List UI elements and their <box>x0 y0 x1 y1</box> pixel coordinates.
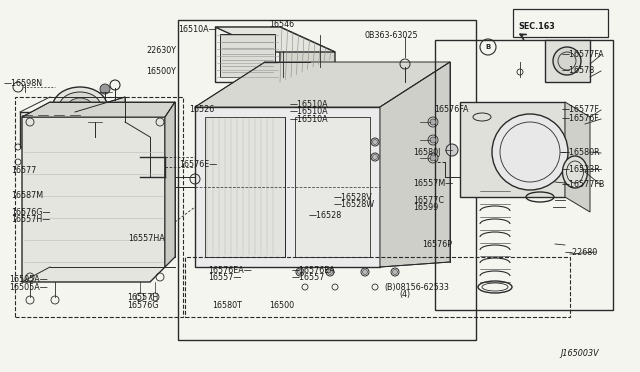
Text: 16510A—: 16510A— <box>178 25 216 34</box>
Circle shape <box>362 269 367 275</box>
Bar <box>15 97 183 317</box>
Circle shape <box>430 155 436 161</box>
Text: 16577C: 16577C <box>413 196 444 205</box>
Text: —16557: —16557 <box>291 273 324 282</box>
Polygon shape <box>565 102 590 212</box>
Text: —22680: —22680 <box>564 248 598 257</box>
Text: SEC.163: SEC.163 <box>518 22 555 31</box>
Polygon shape <box>165 102 175 267</box>
Bar <box>545 40 590 82</box>
Text: 16576EA—: 16576EA— <box>208 266 252 275</box>
Polygon shape <box>205 117 285 257</box>
Text: 16577: 16577 <box>12 166 37 175</box>
Text: 16500: 16500 <box>269 301 294 310</box>
Ellipse shape <box>52 87 108 127</box>
Text: J165003V: J165003V <box>560 349 598 358</box>
Text: 16580J: 16580J <box>413 148 440 157</box>
Circle shape <box>328 269 333 275</box>
Text: —16580R: —16580R <box>562 148 600 157</box>
Polygon shape <box>380 62 450 267</box>
Text: 16557H: 16557H <box>127 293 158 302</box>
Circle shape <box>446 144 458 156</box>
Circle shape <box>553 47 581 75</box>
Text: 16546: 16546 <box>269 20 294 29</box>
Polygon shape <box>280 27 335 107</box>
Circle shape <box>430 137 436 143</box>
Text: —16528: —16528 <box>308 211 342 219</box>
Bar <box>435 40 613 310</box>
Text: —16577FB: —16577FB <box>562 180 605 189</box>
Text: 16576G: 16576G <box>127 301 158 310</box>
Text: 0B363-63025: 0B363-63025 <box>365 31 419 40</box>
Circle shape <box>372 154 378 160</box>
Text: 16557H—: 16557H— <box>12 215 51 224</box>
Bar <box>513 9 608 37</box>
Polygon shape <box>460 102 565 197</box>
Ellipse shape <box>59 92 101 122</box>
Polygon shape <box>215 27 335 52</box>
Text: —16577FA: —16577FA <box>562 50 605 59</box>
Ellipse shape <box>67 98 93 116</box>
Text: —16510A: —16510A <box>289 115 328 124</box>
Text: —16576F: —16576F <box>562 114 600 123</box>
Circle shape <box>430 119 436 125</box>
Circle shape <box>392 269 397 275</box>
Polygon shape <box>20 112 140 177</box>
Text: 16587M: 16587M <box>12 191 44 200</box>
Text: —16577F: —16577F <box>562 105 600 114</box>
Polygon shape <box>87 110 103 122</box>
Ellipse shape <box>563 156 588 188</box>
Text: 16500Y: 16500Y <box>146 67 176 76</box>
Text: 16557HA: 16557HA <box>128 234 164 243</box>
Text: 16557—: 16557— <box>208 273 241 282</box>
Circle shape <box>372 140 378 144</box>
Text: 16505A—: 16505A— <box>10 275 49 284</box>
Circle shape <box>298 269 303 275</box>
Text: (B)08156-62533: (B)08156-62533 <box>384 283 449 292</box>
Text: 16576G—: 16576G— <box>12 208 51 217</box>
Text: 16505A—: 16505A— <box>10 283 49 292</box>
Text: 16576P: 16576P <box>422 240 452 249</box>
Text: 16576E—: 16576E— <box>179 160 218 169</box>
Text: —16528W: —16528W <box>334 200 375 209</box>
Circle shape <box>100 84 110 94</box>
Polygon shape <box>195 62 450 107</box>
Polygon shape <box>22 102 175 117</box>
Bar <box>178 20 476 340</box>
Polygon shape <box>195 107 380 267</box>
Text: 22630Y: 22630Y <box>146 46 176 55</box>
Polygon shape <box>215 27 280 82</box>
Circle shape <box>492 114 568 190</box>
Text: 16580T: 16580T <box>212 301 243 310</box>
Bar <box>185 257 570 317</box>
Text: —16576EA: —16576EA <box>291 266 335 275</box>
Text: —16598N: —16598N <box>3 79 42 88</box>
Polygon shape <box>220 34 275 77</box>
Text: 16576FA: 16576FA <box>434 105 468 114</box>
Text: —16523R: —16523R <box>562 165 601 174</box>
Text: 16557M—: 16557M— <box>413 179 453 187</box>
Polygon shape <box>295 117 370 257</box>
Text: —16510A: —16510A <box>289 100 328 109</box>
Text: —16510A: —16510A <box>289 107 328 116</box>
Text: (4): (4) <box>399 290 410 299</box>
Text: 16526: 16526 <box>189 105 214 114</box>
Polygon shape <box>75 97 150 137</box>
Text: —16578: —16578 <box>562 66 595 75</box>
Text: —16528V: —16528V <box>334 193 373 202</box>
Text: 16599: 16599 <box>413 203 438 212</box>
Polygon shape <box>22 117 165 282</box>
Text: B: B <box>485 44 491 50</box>
